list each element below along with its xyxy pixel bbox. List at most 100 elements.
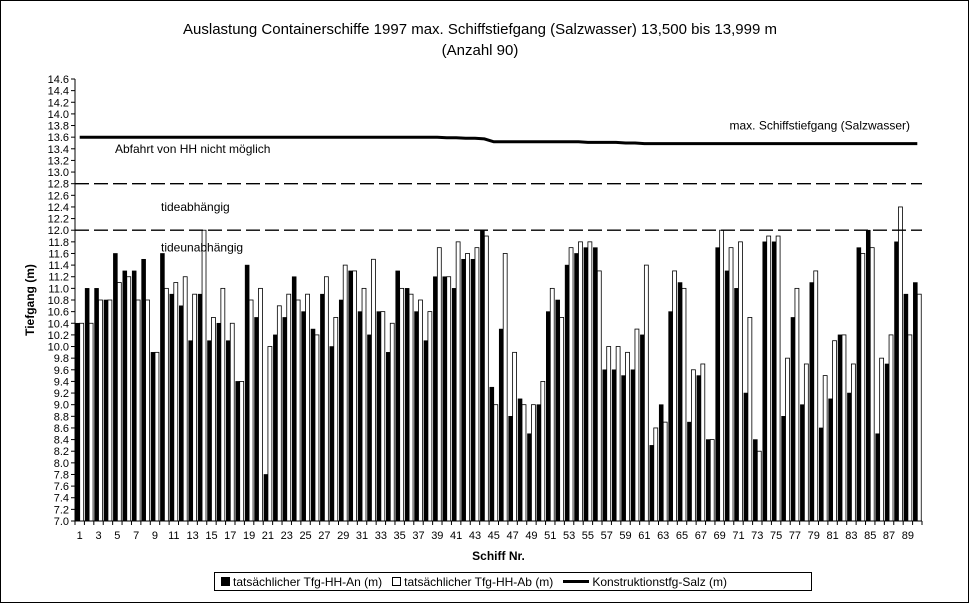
bar-an <box>781 416 786 522</box>
bar-an <box>310 328 316 522</box>
bar-ab <box>672 270 677 522</box>
x-axis-title: Schiff Nr. <box>472 549 525 563</box>
reference-lines <box>75 183 922 231</box>
bar-ab <box>775 235 781 522</box>
bar-an <box>188 340 193 522</box>
bar-ab <box>361 287 367 522</box>
y-tick-label: 13.4 <box>48 144 69 156</box>
y-tick-label: 14.2 <box>48 97 69 109</box>
y-tick-label: 8.0 <box>54 458 69 470</box>
x-tick-label: 15 <box>205 530 217 542</box>
bar-an <box>800 404 805 522</box>
bar-ab <box>305 293 310 522</box>
x-tick-label: 19 <box>243 530 255 542</box>
bar-an <box>84 288 90 522</box>
bar-an <box>442 276 448 522</box>
bar-an <box>489 386 495 522</box>
bar-an <box>715 247 720 522</box>
x-tick-label: 29 <box>337 530 349 542</box>
x-tick-label: 79 <box>808 530 820 542</box>
x-tick-label: 13 <box>187 530 199 542</box>
bar-ab <box>709 439 715 522</box>
bar-an <box>301 311 306 522</box>
bar-an <box>235 381 240 522</box>
bar-ab <box>126 276 132 522</box>
x-tick-label: 77 <box>789 530 801 542</box>
y-tick-label: 9.2 <box>54 388 69 400</box>
y-tick-label: 12.0 <box>48 225 69 237</box>
bar-an <box>818 427 824 522</box>
bar-ab <box>173 282 179 522</box>
x-tick-label: 43 <box>469 530 481 542</box>
y-tick-label: 13.2 <box>48 155 69 167</box>
bar-ab <box>79 322 85 522</box>
bar-an <box>338 299 344 522</box>
bar-an <box>790 317 796 522</box>
bar-an <box>809 282 815 522</box>
bar-an <box>743 392 749 522</box>
bar-ab <box>766 235 772 522</box>
bar-an <box>546 311 551 522</box>
x-tick-label: 37 <box>412 530 424 542</box>
bar-ab <box>408 293 414 522</box>
bar-ab <box>916 293 922 522</box>
x-tick-label: 87 <box>883 530 895 542</box>
bar-an <box>404 288 410 522</box>
y-tick-label: 10.4 <box>48 318 69 330</box>
x-tick-label: 69 <box>714 530 726 542</box>
bar-an <box>376 311 382 522</box>
y-tick-label: 12.4 <box>48 202 69 214</box>
x-tick-label: 5 <box>114 530 120 542</box>
bar-ab <box>116 282 122 522</box>
bar-an <box>847 392 852 522</box>
annotation-label: tideunabhängig <box>161 241 243 255</box>
bar-ab <box>794 287 800 522</box>
bar-an <box>602 369 608 522</box>
bar-an <box>348 270 353 522</box>
bar-an <box>705 439 711 522</box>
x-tick-label: 89 <box>902 530 914 542</box>
bar-an <box>837 334 843 522</box>
y-tick-label: 14.6 <box>48 74 69 86</box>
y-tick-label: 12.8 <box>48 179 69 191</box>
bar-ab <box>643 264 649 522</box>
y-tick-label: 11.2 <box>48 272 69 284</box>
y-tick-label: 8.8 <box>54 411 69 423</box>
bar-ab <box>314 334 320 522</box>
bar-ab <box>587 241 593 522</box>
bar-ab <box>728 247 734 522</box>
annotation-label: tideabhängig <box>161 200 230 214</box>
y-tick-label: 12.2 <box>48 214 69 226</box>
bar-ab <box>98 299 103 522</box>
bar-ab <box>380 311 386 522</box>
bar-ab <box>738 241 743 522</box>
x-tick-label: 49 <box>525 530 537 542</box>
x-tick-label: 47 <box>506 530 518 542</box>
bar-ab <box>182 276 188 522</box>
bar-an <box>734 288 739 522</box>
x-tick-label: 17 <box>224 530 236 542</box>
y-axis-title: Tiefgang (m) <box>23 264 37 336</box>
y-tick-label: 10.6 <box>48 307 69 319</box>
bar-ab <box>220 287 226 522</box>
bar-an <box>103 299 109 522</box>
legend-label-konstruktion: Konstruktionstfg-Salz (m) <box>592 574 728 589</box>
bar-ab <box>662 421 668 522</box>
bar-an <box>527 433 532 522</box>
bar-an <box>433 276 438 522</box>
y-tick-label: 8.6 <box>54 423 69 435</box>
bar-an <box>555 299 560 522</box>
x-tick-label: 33 <box>375 530 387 542</box>
bar-an <box>75 322 81 522</box>
bar-an <box>122 270 128 522</box>
legend: tatsächlicher Tfg-HH-An (m) tatsächliche… <box>214 572 812 591</box>
x-tick-label: 3 <box>95 530 101 542</box>
y-tick-label: 7.4 <box>54 493 69 505</box>
x-tick-label: 21 <box>262 530 274 542</box>
x-tick-label: 35 <box>394 530 406 542</box>
bar-ab <box>211 317 216 522</box>
legend-label-an: tatsächlicher Tfg-HH-An (m) <box>233 574 383 589</box>
bar-an <box>291 276 297 522</box>
bar-ab <box>455 241 461 522</box>
